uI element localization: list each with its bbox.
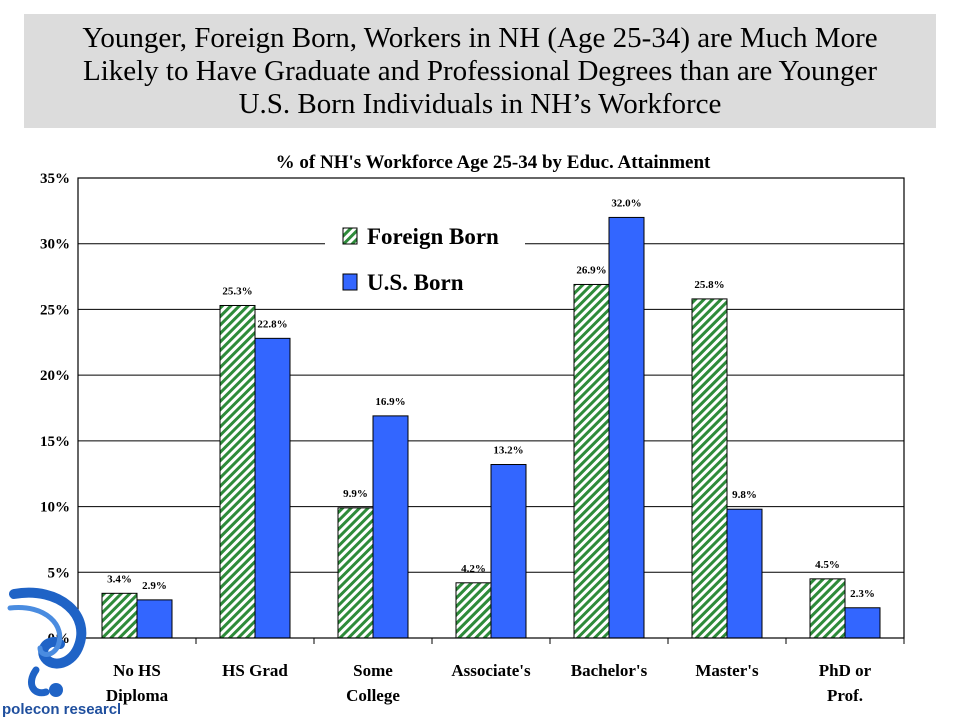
legend-label: Foreign Born xyxy=(367,224,499,249)
bar-foreign-born xyxy=(455,582,492,639)
logo-text: polecon research xyxy=(2,701,120,718)
y-tick-label: 5% xyxy=(48,565,71,581)
data-label: 4.2% xyxy=(461,563,486,575)
bar-u-s-born xyxy=(136,599,173,639)
y-tick-label: 35% xyxy=(40,171,70,187)
bar-foreign-born xyxy=(809,578,846,639)
y-tick-label: 30% xyxy=(40,237,70,253)
y-tick-label: 15% xyxy=(40,434,70,450)
x-category-label: College xyxy=(346,686,400,705)
data-label: 22.8% xyxy=(257,318,287,330)
polecon-swirl-icon: polecon research xyxy=(2,587,126,718)
y-tick-label: 10% xyxy=(40,500,70,516)
data-label: 2.9% xyxy=(142,580,167,592)
data-label: 13.2% xyxy=(493,445,523,457)
data-label: 16.9% xyxy=(375,396,405,408)
y-tick-label: 20% xyxy=(40,368,70,384)
data-label: 26.9% xyxy=(576,264,606,276)
legend-swatch xyxy=(342,273,358,291)
chart-title: % of NH's Workforce Age 25-34 by Educ. A… xyxy=(276,152,711,173)
y-tick-label: 25% xyxy=(40,302,70,318)
x-category-label: No HS xyxy=(113,661,161,680)
legend-box xyxy=(325,222,525,302)
x-category-label: Some xyxy=(353,661,393,680)
data-label: 9.9% xyxy=(343,488,368,500)
data-label: 25.3% xyxy=(222,285,252,297)
data-label: 32.0% xyxy=(611,197,641,209)
data-label: 9.8% xyxy=(732,489,757,501)
bar-u-s-born xyxy=(844,607,881,639)
polecon-logo: polecon research xyxy=(0,586,126,720)
bar-u-s-born xyxy=(608,216,645,639)
slide-title: Younger, Foreign Born, Workers in NH (Ag… xyxy=(24,14,936,128)
legend-swatch xyxy=(342,227,358,245)
slide-title-line-3: U.S. Born Individuals in NH’s Workforce xyxy=(238,88,722,120)
x-category-label: Master's xyxy=(695,661,759,680)
bar-foreign-born xyxy=(691,298,728,639)
data-label: 4.5% xyxy=(815,559,840,571)
x-category-label: Bachelor's xyxy=(571,661,648,680)
bar-u-s-born xyxy=(372,415,409,639)
x-category-label: PhD or xyxy=(819,661,872,680)
bar-u-s-born xyxy=(726,508,763,639)
bar-foreign-born xyxy=(337,507,374,639)
bar-u-s-born xyxy=(490,464,527,639)
data-label: 2.3% xyxy=(850,588,875,600)
slide-title-line-1: Younger, Foreign Born, Workers in NH (Ag… xyxy=(82,22,878,54)
legend-label: U.S. Born xyxy=(367,270,464,295)
x-category-label: Associate's xyxy=(451,661,531,680)
x-category-label: HS Grad xyxy=(222,661,288,680)
x-category-label: Diploma xyxy=(106,686,169,705)
slide-title-line-2: Likely to Have Graduate and Professional… xyxy=(82,55,878,87)
bar-u-s-born xyxy=(254,337,291,639)
bar-foreign-born xyxy=(573,283,610,639)
data-label: 3.4% xyxy=(107,573,132,585)
bar-foreign-born xyxy=(219,304,256,639)
data-label: 25.8% xyxy=(694,279,724,291)
x-category-label: Prof. xyxy=(827,686,863,705)
plot-frame xyxy=(77,177,905,639)
